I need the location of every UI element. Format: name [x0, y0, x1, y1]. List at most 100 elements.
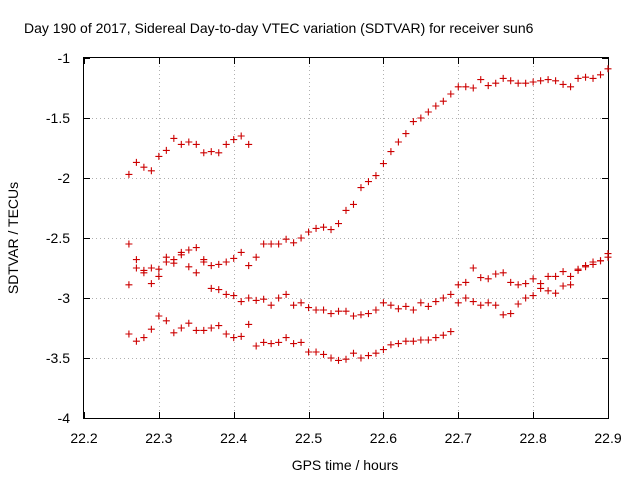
data-point-rising — [230, 254, 238, 262]
data-point-low — [604, 253, 612, 261]
data-point-low — [282, 334, 290, 342]
y-tick-label: -1 — [58, 50, 71, 66]
data-point-low — [589, 258, 597, 266]
x-axis-label: GPS time / hours — [292, 457, 399, 473]
data-point-rising — [147, 264, 155, 272]
data-point-mid-dip — [230, 292, 238, 300]
data-point-low — [372, 349, 380, 357]
x-tick-label: 22.6 — [370, 430, 397, 446]
axis-ticks: 22.2 22.3 22.4 22.5 22.6 22.7 22.8 22.9 -1 -1.5 -2… — [46, 50, 622, 446]
chart-title: Day 190 of 2017, Sidereal Day-to-day VTE… — [24, 20, 534, 36]
data-point-rising — [192, 244, 200, 252]
data-point-rising — [125, 240, 133, 248]
data-point-mid-dip — [387, 301, 395, 309]
data-point-rising — [447, 90, 455, 98]
data-point-short-high — [177, 140, 185, 148]
data-point-rising — [469, 84, 477, 92]
data-point-low — [469, 298, 477, 306]
data-point-low — [559, 282, 567, 290]
data-point-rising — [529, 78, 537, 86]
data-point-short-high — [207, 148, 215, 156]
data-point-short-high — [125, 170, 133, 178]
data-point-low — [260, 338, 268, 346]
data-point-mid-dip — [529, 275, 537, 283]
data-point-rising — [394, 138, 402, 146]
data-point-mid-dip — [462, 278, 470, 286]
data-point-low — [544, 287, 552, 295]
data-point-rising — [589, 74, 597, 82]
data-point-mid-dip — [417, 299, 425, 307]
data-point-short-high — [185, 138, 193, 146]
data-point-low — [252, 342, 260, 350]
data-point-rising — [567, 83, 575, 91]
data-point-short-high — [147, 167, 155, 175]
data-point-low — [132, 337, 140, 345]
data-point-rising — [312, 224, 320, 232]
data-point-mid-dip — [162, 253, 170, 261]
data-point-mid-dip — [215, 286, 223, 294]
data-point-mid-dip — [200, 258, 208, 266]
data-point-rising — [604, 65, 612, 73]
data-point-low — [484, 299, 492, 307]
data-point-rising — [417, 114, 425, 122]
data-point-mid-dip — [492, 270, 500, 278]
data-point-short-high — [132, 158, 140, 166]
data-point-rising — [252, 253, 260, 261]
y-tick-label: -3.5 — [46, 350, 70, 366]
plot-frame — [83, 57, 609, 419]
data-point-short-high — [192, 140, 200, 148]
data-point-low — [439, 331, 447, 339]
data-point-low — [192, 326, 200, 334]
data-point-rising — [424, 108, 432, 116]
data-point-rising — [409, 118, 417, 126]
data-point-rising — [282, 235, 290, 243]
data-point-mid-dip — [267, 301, 275, 309]
data-point-rising — [132, 256, 140, 264]
data-point-rising — [462, 83, 470, 91]
data-point-mid-dip — [132, 264, 140, 272]
data-point-mid-dip — [454, 281, 462, 289]
data-point-mid-dip — [522, 280, 530, 288]
data-point-low — [492, 301, 500, 309]
data-point-low — [222, 330, 230, 338]
data-point-rising — [364, 178, 372, 186]
data-point-low — [327, 354, 335, 362]
x-tick-label: 22.4 — [220, 430, 247, 446]
data-point-mid-dip — [312, 306, 320, 314]
data-point-mid-dip — [140, 266, 148, 274]
data-point-short-high — [245, 140, 253, 148]
data-point-rising — [597, 71, 605, 79]
y-tick-label: -2.5 — [46, 230, 70, 246]
data-point-rising — [305, 228, 313, 236]
data-point-mid-dip — [192, 269, 200, 277]
data-point-low — [170, 329, 178, 337]
x-tick-label: 22.9 — [594, 430, 621, 446]
data-point-rising — [544, 76, 552, 84]
data-point-low — [514, 300, 522, 308]
data-point-rising — [185, 246, 193, 254]
data-point-mid-dip — [409, 306, 417, 314]
data-point-mid-dip — [320, 306, 328, 314]
data-point-mid-dip — [297, 299, 305, 307]
data-point-mid-dip — [260, 295, 268, 303]
data-point-low — [402, 337, 410, 345]
data-point-mid-dip — [484, 275, 492, 283]
data-point-low — [454, 299, 462, 307]
data-point-low — [237, 332, 245, 340]
data-point-rising — [215, 260, 223, 268]
data-point-rising — [484, 82, 492, 90]
data-point-short-high — [155, 152, 163, 160]
data-point-mid-dip — [544, 272, 552, 280]
data-point-rising — [537, 77, 545, 85]
data-point-rising — [327, 226, 335, 234]
data-point-low — [125, 330, 133, 338]
data-point-low — [394, 340, 402, 348]
data-point-mid-dip — [170, 259, 178, 267]
data-point-rising — [492, 79, 500, 87]
data-point-mid-dip — [469, 264, 477, 272]
data-point-low — [357, 354, 365, 362]
data-point-mid-dip — [222, 290, 230, 298]
data-point-low — [155, 312, 163, 320]
data-point-rising — [432, 102, 440, 110]
